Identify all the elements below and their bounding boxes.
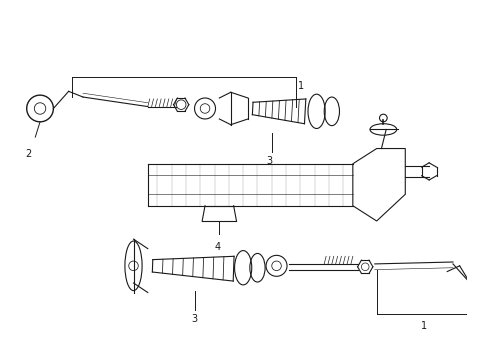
Text: 3: 3 — [267, 156, 273, 166]
Text: 3: 3 — [192, 314, 198, 324]
Text: 2: 2 — [25, 149, 32, 158]
Text: 2: 2 — [489, 319, 490, 329]
Text: 4: 4 — [215, 242, 220, 252]
Text: 1: 1 — [420, 321, 427, 331]
Text: 1: 1 — [297, 81, 304, 91]
